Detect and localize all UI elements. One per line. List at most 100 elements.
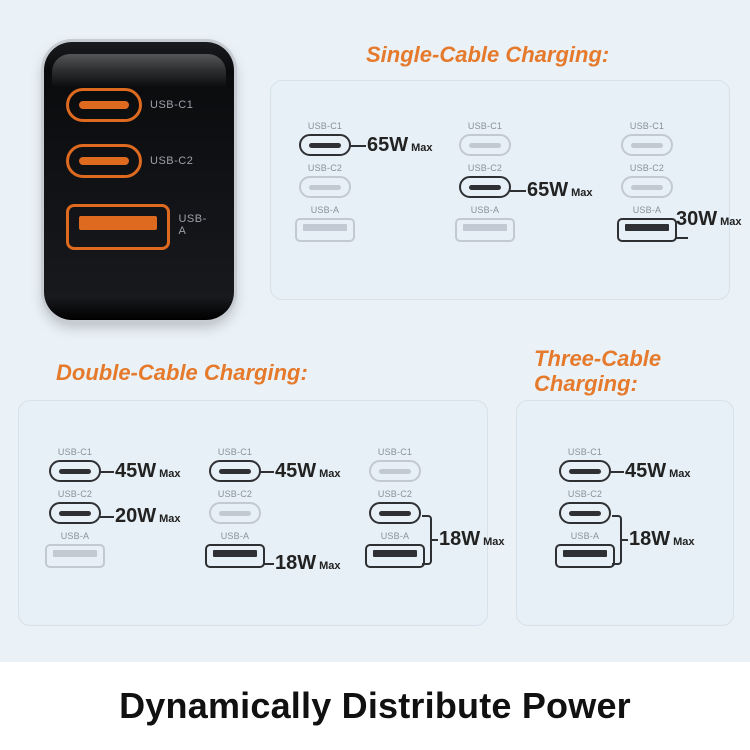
wattage-callout: 18W Max — [275, 552, 341, 575]
hero-port-a: USB-A — [66, 200, 212, 250]
watt-suffix: Max — [159, 513, 180, 525]
port-c2: USB-C2 — [608, 164, 686, 198]
connector-line — [622, 539, 628, 541]
watt-suffix: Max — [411, 142, 432, 154]
port-label: USB-A — [311, 206, 340, 215]
usb-c-icon — [559, 502, 611, 524]
usb-c-icon — [49, 502, 101, 524]
config-block: USB-C1 USB-C2 USB-A — [196, 448, 274, 568]
watt-suffix: Max — [673, 536, 694, 548]
section-title-triple: Three-CableCharging: — [534, 346, 661, 397]
wattage-callout: 45W Max — [625, 460, 691, 483]
connector-line — [264, 563, 274, 565]
connector-line — [350, 145, 366, 147]
connector-line — [100, 516, 114, 518]
port-label: USB-C1 — [218, 448, 252, 457]
usb-c-icon — [369, 502, 421, 524]
watt-value: 45W — [625, 460, 666, 483]
usb-a-icon — [365, 544, 425, 568]
port-label: USB-A — [381, 532, 410, 541]
section-title-double: Double-Cable Charging: — [56, 360, 308, 386]
bracket — [612, 515, 622, 565]
headline: Dynamically Distribute Power — [119, 685, 631, 727]
usb-a-icon — [455, 218, 515, 242]
usb-c-icon — [49, 460, 101, 482]
port-label: USB-C2 — [568, 490, 602, 499]
port-label: USB-A — [571, 532, 600, 541]
watt-suffix: Max — [319, 560, 340, 572]
port-label: USB-A — [221, 532, 250, 541]
hero-port-c1: USB-C1 — [66, 88, 212, 122]
usb-c-icon — [459, 134, 511, 156]
port-c1: USB-C1 — [196, 448, 274, 482]
usb-c-icon — [299, 134, 351, 156]
port-label: USB-A — [633, 206, 662, 215]
usb-a-icon — [66, 204, 170, 250]
charger-ports: USB-C1 USB-C2 USB-A — [66, 88, 212, 298]
charger-gloss — [52, 54, 226, 88]
config-block: USB-C1 USB-C2 USB-A — [36, 448, 114, 568]
usb-a-icon — [295, 218, 355, 242]
port-label: USB-C1 — [378, 448, 412, 457]
port-label: USB-C2 — [150, 155, 193, 167]
watt-value: 20W — [115, 505, 156, 528]
port-c1: USB-C1 — [286, 122, 364, 156]
port-c1: USB-C1 — [36, 448, 114, 482]
usb-c-icon — [459, 176, 511, 198]
wattage-callout: 45W Max — [115, 460, 181, 483]
port-label: USB-A — [178, 213, 212, 237]
port-c1: USB-C1 — [608, 122, 686, 156]
watt-suffix: Max — [571, 187, 592, 199]
port-a: USB-A — [446, 206, 524, 242]
port-label: USB-C2 — [308, 164, 342, 173]
connector-line — [610, 471, 624, 473]
port-label: USB-C1 — [468, 122, 502, 131]
usb-c-icon — [369, 460, 421, 482]
connector-line — [510, 190, 526, 192]
usb-c-icon — [299, 176, 351, 198]
connector-line — [100, 471, 114, 473]
port-label: USB-C1 — [58, 448, 92, 457]
usb-a-icon — [205, 544, 265, 568]
connector-line — [676, 237, 688, 239]
port-c2: USB-C2 — [446, 164, 524, 198]
port-c2: USB-C2 — [286, 164, 364, 198]
port-c1: USB-C1 — [446, 122, 524, 156]
watt-suffix: Max — [159, 468, 180, 480]
wattage-callout: 65W Max — [367, 134, 433, 157]
port-label: USB-C2 — [58, 490, 92, 499]
watt-value: 65W — [527, 179, 568, 202]
port-label: USB-C2 — [630, 164, 664, 173]
usb-c-icon — [66, 88, 142, 122]
port-label: USB-C2 — [468, 164, 502, 173]
usb-c-icon — [621, 176, 673, 198]
watt-suffix: Max — [319, 468, 340, 480]
port-label: USB-C1 — [308, 122, 342, 131]
section-title-single: Single-Cable Charging: — [366, 42, 609, 68]
footer: Dynamically Distribute Power — [0, 662, 750, 750]
port-a: USB-A — [196, 532, 274, 568]
watt-value: 18W — [629, 528, 670, 551]
bracket — [422, 515, 432, 565]
wattage-callout: 18W Max — [629, 528, 695, 551]
port-a: USB-A — [36, 532, 114, 568]
usb-c-icon — [621, 134, 673, 156]
usb-a-icon — [45, 544, 105, 568]
port-label: USB-C1 — [568, 448, 602, 457]
wattage-callout: 20W Max — [115, 505, 181, 528]
port-c2: USB-C2 — [196, 490, 274, 524]
connector-line — [260, 471, 274, 473]
hero-port-c2: USB-C2 — [66, 144, 212, 178]
watt-suffix: Max — [669, 468, 690, 480]
watt-suffix: Max — [483, 536, 504, 548]
config-block: USB-C1 USB-C2 USB-A — [608, 122, 686, 242]
hero-charger: USB-C1 USB-C2 USB-A — [44, 42, 234, 320]
port-a: USB-A — [286, 206, 364, 242]
port-label: USB-C1 — [630, 122, 664, 131]
watt-value: 18W — [275, 552, 316, 575]
port-label: USB-C2 — [218, 490, 252, 499]
usb-c-icon — [209, 460, 261, 482]
port-label: USB-C1 — [150, 99, 193, 111]
port-c1: USB-C1 — [546, 448, 624, 482]
port-c1: USB-C1 — [356, 448, 434, 482]
